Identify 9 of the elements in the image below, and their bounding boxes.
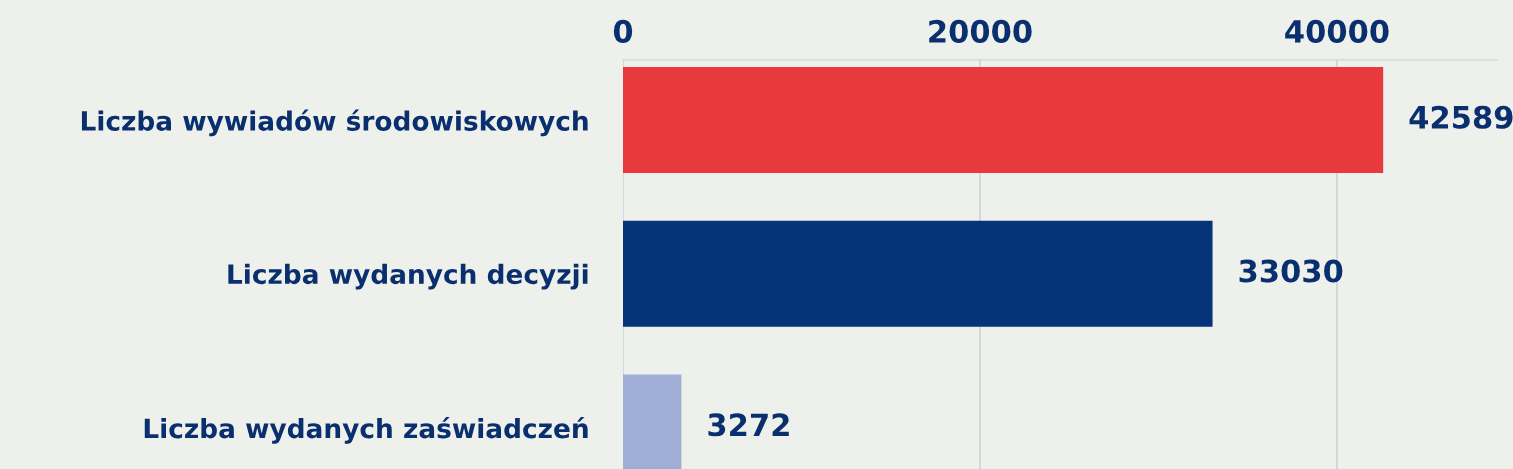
data-label: 42589	[1409, 105, 1513, 129]
x-tick-label: 20000	[929, 19, 1032, 43]
data-label: 33030	[1239, 259, 1343, 283]
x-tick-label: 40000	[1285, 19, 1389, 43]
y-tick-label: Liczba wydanych decyzji	[228, 263, 588, 290]
data-label: 3272	[708, 413, 789, 437]
x-tick-label: 0	[613, 19, 633, 43]
y-tick-label: Liczba wydanych zaświadczeń	[144, 416, 588, 444]
y-tick-label: Liczba wywiadów środowiskowych	[81, 109, 588, 137]
